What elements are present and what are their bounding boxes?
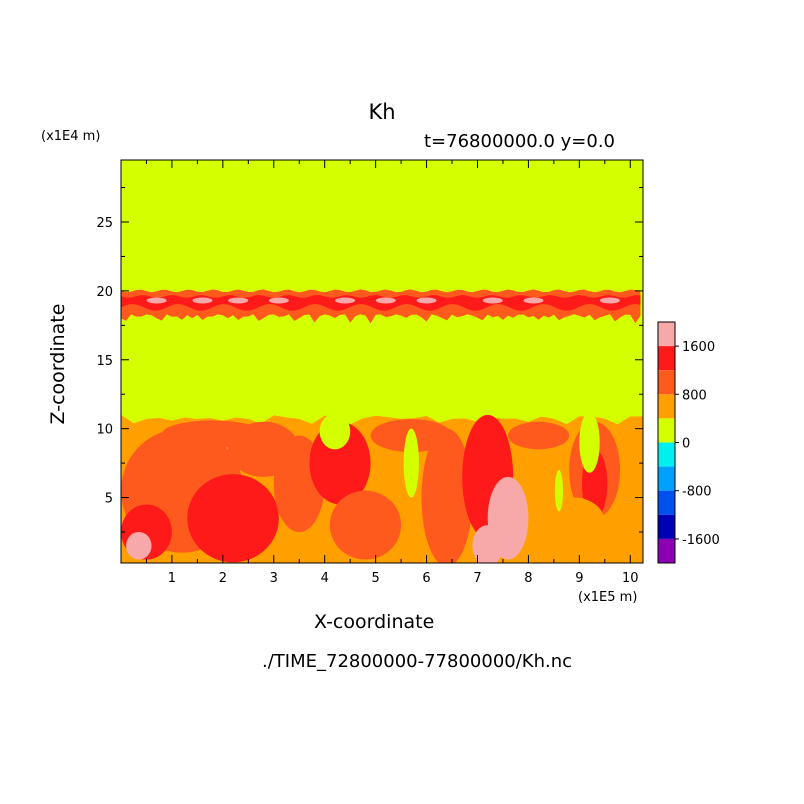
x-tick-label: 8 (524, 571, 532, 586)
colorbar-level (658, 466, 675, 491)
x-tick-label: 7 (473, 571, 481, 586)
turbulence-cell (543, 497, 605, 548)
turbulence-cell (421, 428, 473, 563)
x-tick-label: 5 (371, 571, 379, 586)
green-intrusion (554, 470, 564, 512)
shear-band-peak (268, 297, 289, 304)
colorbar-level (658, 394, 675, 419)
turbulence-cell (126, 532, 152, 560)
turbulence-cell (187, 474, 279, 563)
green-intrusion (319, 413, 351, 450)
y-tick-label: 10 (96, 423, 113, 438)
colorbar-tick-label: 1600 (682, 340, 715, 355)
x-tick-label: 1 (168, 571, 176, 586)
y-tick-label: 5 (105, 492, 113, 507)
y-tick-label: 20 (96, 285, 113, 300)
chart-subtitle: t=76800000.0 y=0.0 (424, 131, 616, 152)
shear-band-peak (482, 297, 503, 304)
turbulence-cell (472, 525, 503, 563)
colorbar-tick-label: 0 (682, 437, 690, 452)
shear-band-peak (228, 297, 249, 304)
turbulence-cell (329, 490, 402, 560)
x-axis-unit: (x1E5 m) (578, 590, 638, 605)
colorbar-level (658, 418, 675, 443)
x-tick-label: 3 (270, 571, 278, 586)
x-tick-label: 2 (219, 571, 227, 586)
green-intrusion (403, 428, 419, 498)
shear-band-peak (523, 297, 544, 304)
colorbar-tick-label: 800 (682, 388, 707, 403)
y-tick-label: 25 (96, 216, 113, 231)
colorbar-level (658, 490, 675, 515)
x-tick-label: 9 (575, 571, 583, 586)
shear-band-peak (416, 297, 437, 304)
x-axis-label: X-coordinate (314, 611, 435, 633)
shear-band-peak (192, 297, 213, 304)
colorbar-level (658, 346, 675, 371)
green-intrusion (579, 412, 600, 473)
turbulence-cell (508, 421, 570, 450)
shear-band-peak (599, 297, 620, 304)
x-tick-label: 4 (321, 571, 329, 586)
chart-title: Kh (368, 100, 396, 124)
colorbar-level (658, 514, 675, 539)
colorbar-level (658, 538, 675, 563)
y-tick-label: 15 (96, 354, 113, 369)
colorbar-level (658, 442, 675, 467)
x-tick-label: 6 (422, 571, 430, 586)
contour-field (121, 160, 643, 563)
shear-band-peak (335, 297, 356, 304)
turbulence-cell (161, 420, 264, 448)
shear-band-peak (146, 297, 167, 304)
shear-band-peak (375, 297, 396, 304)
colorbar-tick-label: -1600 (682, 533, 720, 548)
plot-frame (120, 159, 644, 564)
source-file-path: ./TIME_72800000-77800000/Kh.nc (262, 651, 573, 672)
colorbar-level (658, 322, 675, 347)
colorbar-tick-label: -800 (682, 485, 712, 500)
y-axis-unit: (x1E4 m) (41, 129, 101, 144)
x-tick-label: 10 (622, 571, 639, 586)
colorbar-level (658, 370, 675, 395)
